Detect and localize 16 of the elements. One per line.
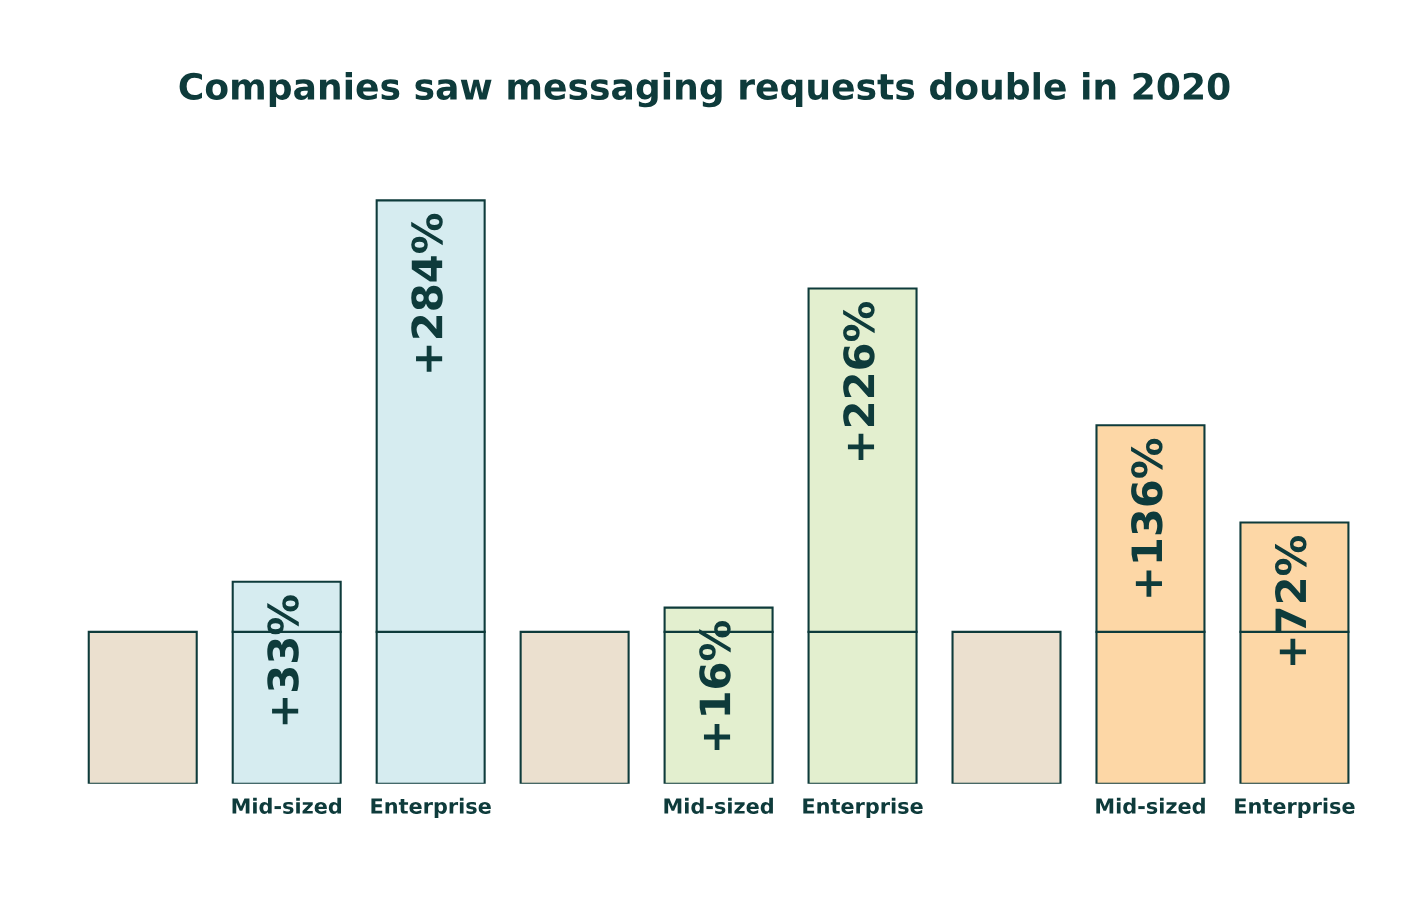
data-label: +284%: [411, 213, 443, 372]
x-tick-label: Mid-sized: [664, 797, 773, 814]
data-label: +136%: [1131, 438, 1163, 597]
bar: [519, 630, 630, 784]
x-tick-label: Enterprise: [371, 797, 491, 818]
x-tick-label: Mid-sized: [232, 797, 342, 814]
data-label: +16%: [699, 621, 731, 750]
x-tick-label: Enterprise: [803, 797, 923, 818]
data-label: +226%: [843, 301, 875, 460]
chart-title: Companies saw messaging requests double in 2020: [179, 72, 1230, 108]
bar: [951, 630, 1062, 784]
data-label: +33%: [267, 595, 299, 725]
x-tick-label: Enterprise: [1235, 797, 1355, 818]
bar: [87, 630, 198, 784]
x-tick-label: Mid-sized: [1096, 797, 1205, 814]
data-label: +72%: [1275, 535, 1307, 665]
